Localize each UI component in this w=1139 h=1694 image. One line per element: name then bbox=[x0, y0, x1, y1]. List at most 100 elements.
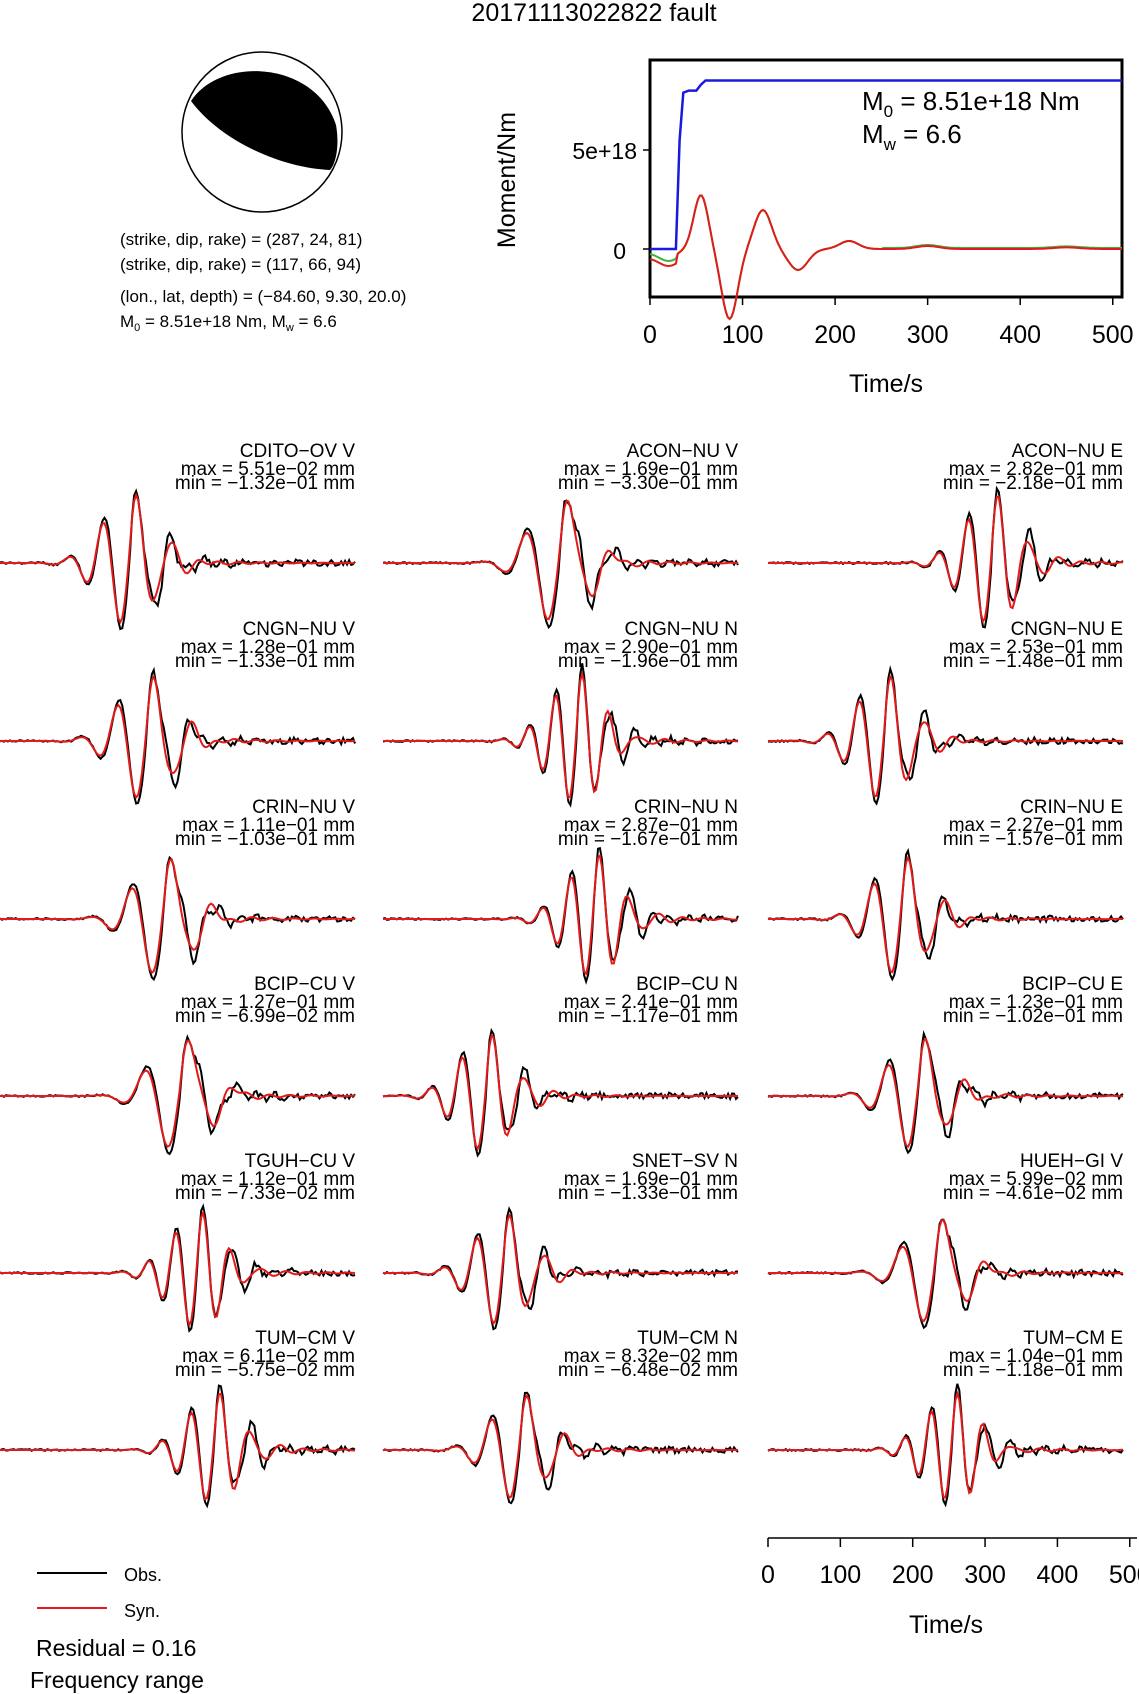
synthetic-trace bbox=[383, 499, 739, 621]
synthetic-trace bbox=[768, 1389, 1124, 1499]
max-label: max = 2.90e−01 mm bbox=[564, 637, 738, 658]
frequency-range-label: Frequency range bbox=[30, 1667, 204, 1693]
moment-xlabel: Time/s bbox=[849, 370, 923, 398]
station-label: ACON−NU V bbox=[627, 441, 739, 462]
max-label: max = 1.23e−01 mm bbox=[949, 992, 1123, 1013]
m0-label: M0 = 8.51e+18 Nm bbox=[862, 86, 1080, 121]
max-label: max = 2.27e−01 mm bbox=[949, 815, 1123, 836]
waveform-x-axis: 0 100 200 300 400 500 bbox=[761, 1537, 1139, 1589]
observed-trace bbox=[382, 846, 739, 985]
observed-trace bbox=[0, 666, 356, 805]
max-label: max = 1.27e−01 mm bbox=[181, 992, 355, 1013]
max-label: max = 1.12e−01 mm bbox=[181, 1169, 355, 1190]
observed-trace bbox=[767, 1030, 1124, 1155]
min-label: min = −1.17e−01 mm bbox=[558, 1006, 738, 1027]
min-label: min = −2.18e−01 mm bbox=[943, 473, 1123, 494]
moment-xtick-label: 500 bbox=[1092, 321, 1134, 349]
station-label: CDITO−OV V bbox=[240, 441, 356, 462]
station-label: CNGN−NU E bbox=[1011, 619, 1123, 640]
moment-xtick-label: 0 bbox=[643, 321, 657, 349]
moment-plot-frame bbox=[648, 58, 1124, 299]
max-label: max = 1.69e−01 mm bbox=[564, 459, 738, 480]
synthetic-trace bbox=[383, 1393, 739, 1499]
synthetic-trace bbox=[768, 495, 1123, 624]
min-label: min = −1.02e−01 mm bbox=[943, 1006, 1123, 1027]
moment-magnitude: M0 = 8.51e+18 Nm, Mw = 6.6 bbox=[120, 312, 337, 334]
min-label: min = −1.03e−01 mm bbox=[175, 829, 355, 850]
station-label: BCIP−CU V bbox=[254, 974, 355, 995]
station-label: TUM−CM E bbox=[1023, 1328, 1123, 1349]
mw-label: Mw = 6.6 bbox=[862, 119, 962, 154]
min-label: min = −1.67e−01 mm bbox=[558, 829, 738, 850]
station-label: BCIP−CU E bbox=[1022, 974, 1123, 995]
max-label: max = 5.51e−02 mm bbox=[181, 459, 355, 480]
synthetic-trace bbox=[768, 1037, 1123, 1149]
moment-xtick-label: 400 bbox=[999, 321, 1041, 349]
moment-rate-red-line bbox=[649, 194, 1122, 321]
waveform-xtick-label: 400 bbox=[1037, 1561, 1079, 1589]
cumulative-moment-line bbox=[650, 79, 1122, 251]
waveform-xtick-label: 500 bbox=[1109, 1561, 1139, 1589]
min-label: min = −5.75e−02 mm bbox=[175, 1360, 355, 1381]
max-label: max = 8.32e−02 mm bbox=[564, 1346, 738, 1367]
min-label: min = −1.18e−01 mm bbox=[943, 1360, 1123, 1381]
min-label: min = −1.96e−01 mm bbox=[558, 651, 738, 672]
synthetic-trace bbox=[0, 492, 355, 625]
waveform-xtick-label: 200 bbox=[892, 1561, 934, 1589]
residual-label: Residual = 0.16 bbox=[36, 1635, 196, 1661]
station-label: CNGN−NU V bbox=[243, 619, 356, 640]
synthetic-trace bbox=[768, 855, 1124, 974]
min-label: min = −1.57e−01 mm bbox=[943, 829, 1123, 850]
moment-xtick-label: 100 bbox=[722, 321, 764, 349]
moment-xtick-label: 200 bbox=[814, 321, 856, 349]
max-label: max = 2.53e−01 mm bbox=[949, 637, 1123, 658]
figure-title: 20171113022822 fault bbox=[471, 0, 716, 27]
station-label: TUM−CM V bbox=[255, 1328, 355, 1349]
station-label: BCIP−CU N bbox=[636, 974, 738, 995]
synthetic-trace bbox=[0, 674, 356, 800]
synthetic-trace bbox=[0, 858, 356, 975]
min-label: min = −3.30e−01 mm bbox=[558, 473, 738, 494]
station-label: ACON−NU E bbox=[1012, 441, 1123, 462]
waveform-xtick-label: 100 bbox=[819, 1561, 861, 1589]
min-label: min = −1.33e−01 mm bbox=[558, 1183, 738, 1204]
max-label: max = 2.41e−01 mm bbox=[564, 992, 738, 1013]
station-label: SNET−SV N bbox=[632, 1151, 738, 1172]
strike-dip-rake-1: (strike, dip, rake) = (287, 24, 81) bbox=[120, 230, 362, 249]
moment-xtick-label: 300 bbox=[907, 321, 949, 349]
moment-ytick-0: 0 bbox=[613, 238, 626, 264]
synthetic-trace bbox=[383, 1034, 738, 1152]
station-label: CNGN−NU N bbox=[625, 619, 738, 640]
max-label: max = 5.99e−02 mm bbox=[949, 1169, 1123, 1190]
max-label: max = 1.69e−01 mm bbox=[564, 1169, 738, 1190]
beachball-icon bbox=[181, 51, 343, 213]
observed-trace bbox=[767, 1383, 1124, 1508]
station-label: TGUH−CU V bbox=[245, 1151, 356, 1172]
max-label: max = 2.82e−01 mm bbox=[949, 459, 1123, 480]
synthetic-trace bbox=[0, 1392, 356, 1501]
synthetic-trace bbox=[768, 1219, 1124, 1323]
strike-dip-rake-2: (strike, dip, rake) = (117, 66, 94) bbox=[120, 255, 361, 274]
observed-trace bbox=[0, 1384, 356, 1509]
max-label: max = 6.11e−02 mm bbox=[182, 1346, 355, 1367]
observed-trace bbox=[767, 847, 1124, 982]
min-label: min = −1.32e−01 mm bbox=[175, 473, 355, 494]
synthetic-trace bbox=[0, 1039, 356, 1149]
moment-ylabel: Moment/Nm bbox=[493, 112, 521, 248]
observed-trace bbox=[767, 665, 1124, 806]
mechanism-info: (strike, dip, rake) = (287, 24, 81) (str… bbox=[120, 230, 406, 334]
min-label: min = −1.33e−01 mm bbox=[175, 651, 355, 672]
min-label: min = −1.48e−01 mm bbox=[943, 651, 1123, 672]
observed-trace bbox=[0, 1203, 356, 1333]
